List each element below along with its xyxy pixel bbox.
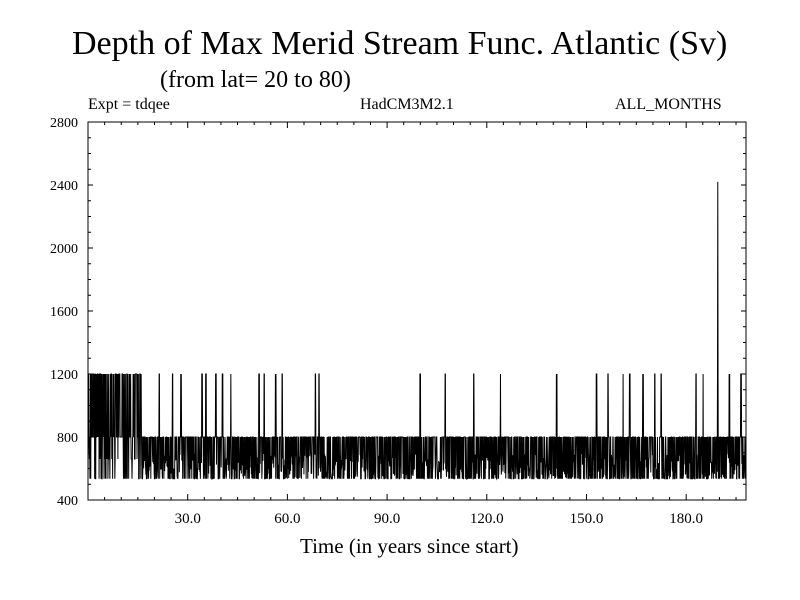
x-tick-label: 90.0 [374,511,400,527]
model-label: HadCM3M2.1 [360,96,454,113]
chart-title: Depth of Max Merid Stream Func. Atlantic… [72,25,728,62]
experiment-label: Expt = tdqee [88,96,170,113]
x-tick-label: 30.0 [175,511,201,527]
chart-subtitle: (from lat= 20 to 80) [160,67,351,93]
x-tick-label: 120.0 [470,511,504,527]
series-group [87,181,747,481]
x-tick-label: 180.0 [669,511,703,527]
y-tick-label: 400 [57,494,78,509]
y-tick-label: 1200 [50,368,78,383]
series-line [87,181,747,481]
x-tick-label: 150.0 [570,511,604,527]
y-tick-label: 2400 [50,179,78,194]
x-axis: 30.0 60.0 90.0 120.0 150.0 180.0 [104,122,737,527]
y-axis: 400 800 1200 1600 2000 2400 2800 [50,116,746,509]
y-tick-label: 800 [57,431,78,446]
y-tick-label: 2000 [50,242,78,257]
x-tick-label: 60.0 [274,511,300,527]
y-tick-label: 1600 [50,305,78,320]
y-tick-label: 2800 [50,116,78,131]
period-label: ALL_MONTHS [615,96,722,113]
x-axis-label: Time (in years since start) [300,534,519,558]
